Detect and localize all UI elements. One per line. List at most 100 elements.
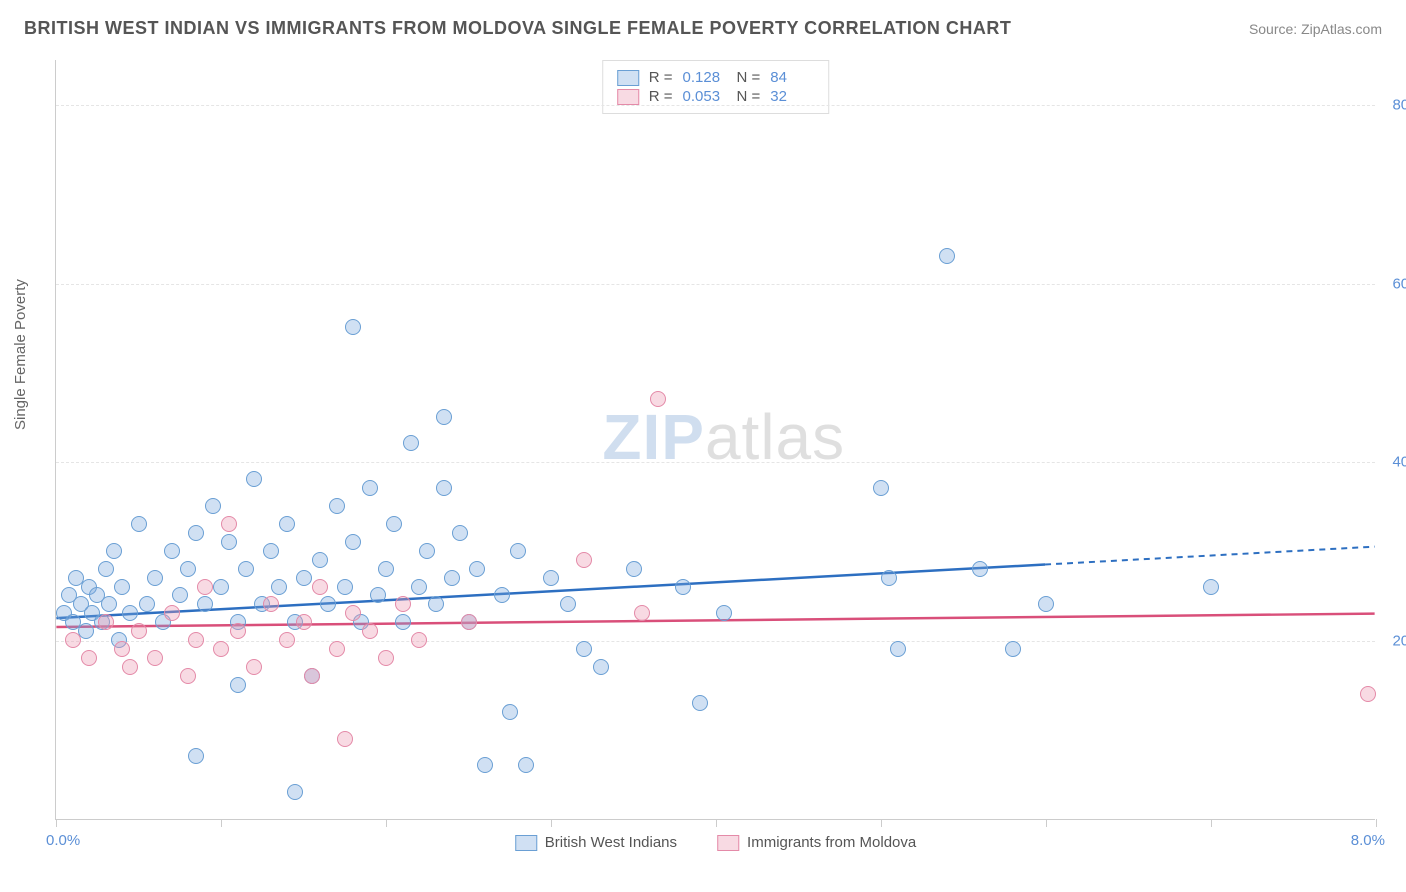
scatter-point [972, 561, 988, 577]
r-value: 0.053 [683, 88, 727, 105]
scatter-point [518, 757, 534, 773]
scatter-point [221, 516, 237, 532]
scatter-point [65, 632, 81, 648]
scatter-point [122, 659, 138, 675]
scatter-point [576, 552, 592, 568]
gridline [56, 105, 1375, 106]
gridline [56, 462, 1375, 463]
legend-stat-row: R =0.053N =32 [617, 88, 815, 105]
scatter-point [395, 614, 411, 630]
scatter-point [1203, 579, 1219, 595]
scatter-point [312, 552, 328, 568]
plot-area: R =0.128N =84R =0.053N =32 ZIPatlas 0.0%… [55, 60, 1375, 820]
x-tick [56, 819, 57, 827]
scatter-point [378, 650, 394, 666]
scatter-point [452, 525, 468, 541]
chart-title: BRITISH WEST INDIAN VS IMMIGRANTS FROM M… [24, 18, 1011, 39]
scatter-point [345, 605, 361, 621]
y-axis-label: Single Female Poverty [12, 279, 29, 430]
scatter-point [1360, 686, 1376, 702]
scatter-point [246, 659, 262, 675]
scatter-point [106, 543, 122, 559]
scatter-point [180, 668, 196, 684]
x-tick [881, 819, 882, 827]
scatter-point [436, 409, 452, 425]
scatter-point [510, 543, 526, 559]
scatter-point [81, 650, 97, 666]
scatter-point [98, 614, 114, 630]
scatter-point [279, 516, 295, 532]
legend-swatch [515, 835, 537, 851]
legend-series-item: Immigrants from Moldova [717, 834, 916, 851]
scatter-point [287, 784, 303, 800]
scatter-point [101, 596, 117, 612]
scatter-point [411, 579, 427, 595]
scatter-point [494, 587, 510, 603]
scatter-point [444, 570, 460, 586]
regression-lines [56, 60, 1375, 819]
scatter-point [98, 561, 114, 577]
scatter-point [205, 498, 221, 514]
scatter-point [362, 623, 378, 639]
scatter-point [329, 498, 345, 514]
x-tick [221, 819, 222, 827]
y-tick-label: 40.0% [1380, 454, 1406, 471]
scatter-point [543, 570, 559, 586]
legend-series-label: Immigrants from Moldova [747, 834, 916, 851]
x-tick [551, 819, 552, 827]
n-value: 32 [770, 88, 814, 105]
regression-line-dashed [1045, 547, 1375, 565]
legend-series: British West Indians Immigrants from Mold… [515, 834, 917, 851]
r-value: 0.128 [683, 69, 727, 86]
x-tick [716, 819, 717, 827]
scatter-point [114, 641, 130, 657]
x-tick [1376, 819, 1377, 827]
scatter-point [345, 534, 361, 550]
scatter-point [650, 391, 666, 407]
scatter-point [296, 570, 312, 586]
scatter-point [271, 579, 287, 595]
x-tick [1211, 819, 1212, 827]
scatter-point [147, 650, 163, 666]
scatter-point [411, 632, 427, 648]
scatter-point [312, 579, 328, 595]
scatter-point [890, 641, 906, 657]
scatter-point [403, 435, 419, 451]
scatter-point [263, 596, 279, 612]
x-axis-max-label: 8.0% [1351, 832, 1385, 849]
scatter-point [213, 641, 229, 657]
r-label: R = [649, 69, 673, 86]
legend-swatch [617, 89, 639, 105]
scatter-point [502, 704, 518, 720]
scatter-point [428, 596, 444, 612]
scatter-point [188, 632, 204, 648]
scatter-point [320, 596, 336, 612]
scatter-point [296, 614, 312, 630]
scatter-point [419, 543, 435, 559]
scatter-point [263, 543, 279, 559]
scatter-point [197, 596, 213, 612]
scatter-point [230, 677, 246, 693]
scatter-point [386, 516, 402, 532]
legend-stats: R =0.128N =84R =0.053N =32 [602, 60, 830, 114]
n-label: N = [737, 88, 761, 105]
scatter-point [131, 623, 147, 639]
scatter-point [881, 570, 897, 586]
scatter-point [147, 570, 163, 586]
scatter-point [221, 534, 237, 550]
scatter-point [329, 641, 345, 657]
scatter-point [626, 561, 642, 577]
y-tick-label: 20.0% [1380, 633, 1406, 650]
scatter-point [164, 543, 180, 559]
n-label: N = [737, 69, 761, 86]
scatter-point [675, 579, 691, 595]
scatter-point [197, 579, 213, 595]
x-tick [386, 819, 387, 827]
scatter-point [345, 319, 361, 335]
legend-series-label: British West Indians [545, 834, 677, 851]
scatter-point [593, 659, 609, 675]
scatter-point [436, 480, 452, 496]
scatter-point [560, 596, 576, 612]
scatter-point [279, 632, 295, 648]
scatter-point [131, 516, 147, 532]
